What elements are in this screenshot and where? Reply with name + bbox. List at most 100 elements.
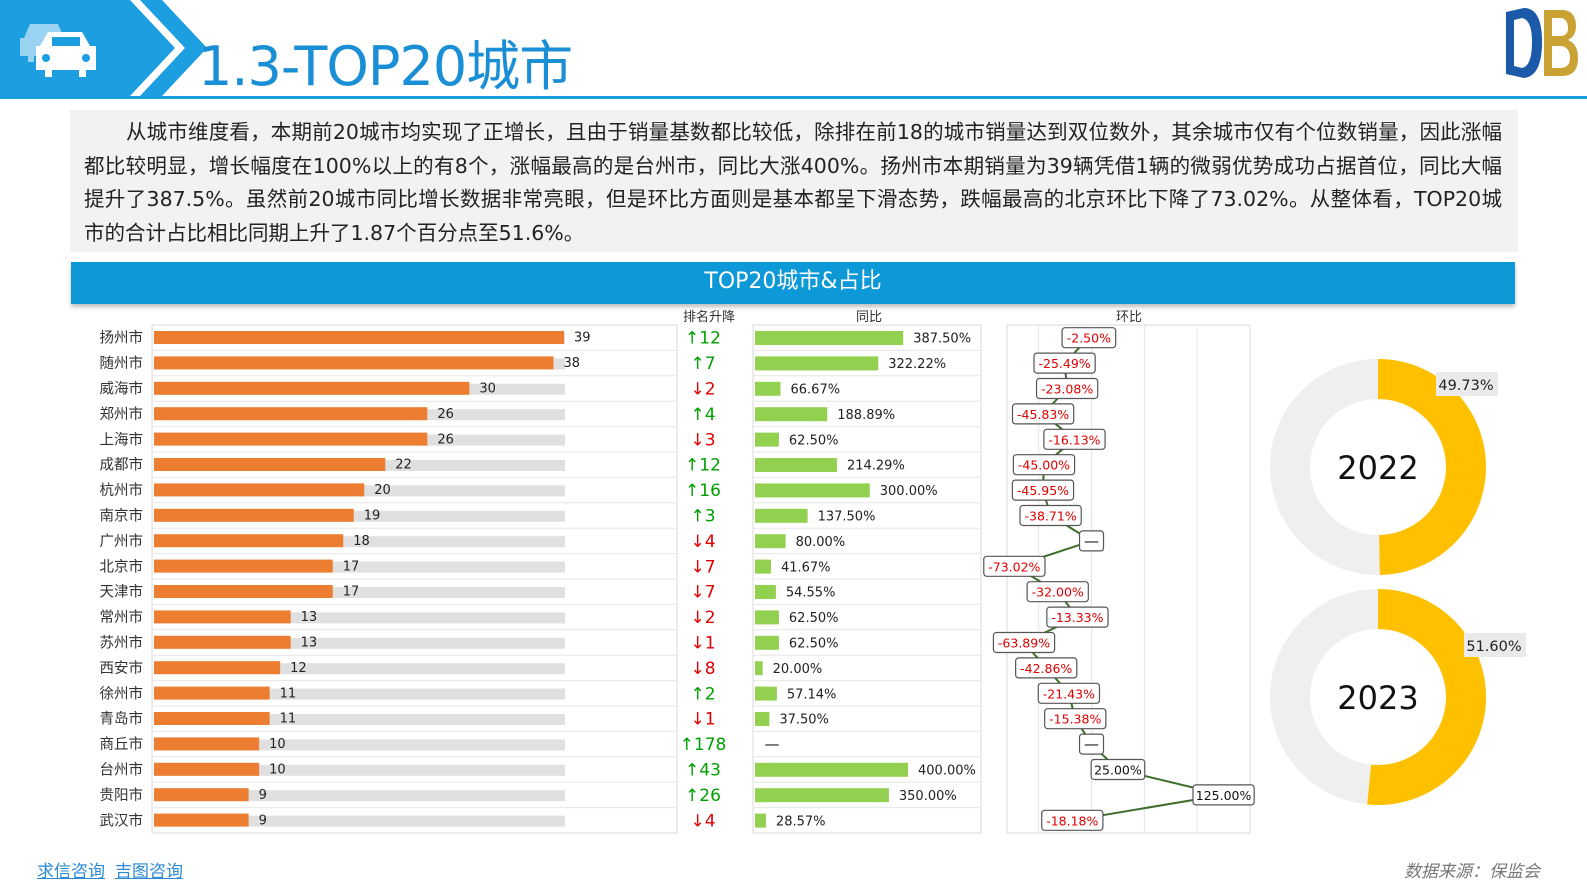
yoy-bar <box>755 534 786 549</box>
city-label: 上海市 <box>100 431 144 448</box>
footer-link-jitu[interactable]: 吉图咨询 <box>115 862 183 882</box>
mom-value-label: -25.49% <box>1038 356 1090 371</box>
header-chevron-shape <box>140 0 207 96</box>
sales-bar <box>154 356 554 370</box>
yoy-bar <box>755 432 779 447</box>
mom-label-box <box>1078 733 1105 755</box>
yoy-bar <box>755 407 828 422</box>
mom-value-label: -15.38% <box>1049 712 1101 727</box>
mom-label-box <box>1019 504 1082 527</box>
yoy-bar <box>755 661 763 676</box>
yoy-header: 同比 <box>856 310 883 325</box>
sales-bar <box>154 661 281 675</box>
mom-label-box <box>1011 479 1075 501</box>
header: 1.3-TOP20城市 <box>0 0 1587 100</box>
mom-label-box <box>992 631 1056 654</box>
sales-bar <box>154 381 470 395</box>
sales-value-label: 11 <box>280 712 297 727</box>
yoy-value-label: 37.50% <box>779 713 829 728</box>
yoy-value-label: 80.00% <box>796 535 846 550</box>
sales-bar-track <box>154 587 565 598</box>
rank-down-label: ↓7 <box>690 583 715 603</box>
sales-value-label: 26 <box>437 407 454 422</box>
city-label: 北京市 <box>100 558 144 575</box>
sales-bar <box>154 508 354 522</box>
sales-value-label: 9 <box>259 788 267 803</box>
donut-value-label: 51.60% <box>1466 639 1521 655</box>
yoy-value-label: 62.50% <box>789 611 839 626</box>
mom-value-label: -23.08% <box>1041 382 1093 397</box>
yoy-bar <box>755 813 766 828</box>
mom-value-label: -2.50% <box>1067 331 1111 346</box>
rank-down-label: ↓3 <box>690 430 715 450</box>
sales-bar <box>154 432 428 446</box>
yoy-value-label: 54.55% <box>786 586 836 601</box>
sales-bar-track <box>154 739 565 751</box>
mom-value-label: 125.00% <box>1196 788 1252 803</box>
sales-value-label: 10 <box>269 763 286 778</box>
rank-down-label: ↓1 <box>690 634 715 654</box>
sales-bar <box>154 610 291 624</box>
yoy-value-label: 41.67% <box>781 560 831 575</box>
yoy-empty-label: — <box>765 735 780 753</box>
summary-box: 从城市维度看，本期前20城市均实现了正增长，且由于销量基数都比较低，除排在前18… <box>70 110 1518 252</box>
mom-label-box <box>983 555 1046 577</box>
sales-value-label: 17 <box>343 559 360 574</box>
sales-value-label: 26 <box>437 432 454 447</box>
footer-link-qiuxin[interactable]: 求信咨询 <box>37 862 105 882</box>
mom-value-label: -38.71% <box>1025 509 1077 524</box>
city-label: 苏州市 <box>100 635 144 652</box>
rank-down-label: ↓2 <box>690 608 715 628</box>
yoy-value-label: 137.50% <box>818 510 876 525</box>
sales-bar <box>154 331 564 344</box>
sales-value-label: 11 <box>280 686 297 701</box>
sales-value-label: 20 <box>374 483 391 498</box>
sales-bar <box>154 712 270 725</box>
sales-bar <box>154 585 333 598</box>
db-logo-icon <box>1506 8 1578 78</box>
donut-value-label: 49.73% <box>1438 378 1493 394</box>
city-label: 武汉市 <box>100 812 144 829</box>
rank-up-label: ↑43 <box>685 761 721 781</box>
yoy-bar <box>755 788 889 803</box>
donut-value-box <box>1436 372 1498 396</box>
sales-value-label: 18 <box>353 534 370 549</box>
rank-up-label: ↑2 <box>690 684 715 704</box>
yoy-value-label: 66.67% <box>791 383 841 398</box>
sales-bar-track <box>154 764 565 776</box>
sales-value-label: 12 <box>290 661 307 676</box>
city-label: 贵阳市 <box>100 787 144 804</box>
mom-value-label: 25.00% <box>1094 763 1142 778</box>
mom-value-label: -45.95% <box>1017 483 1069 498</box>
mom-label-box <box>1046 606 1109 628</box>
sales-value-label: 13 <box>301 610 318 625</box>
rank-up-label: ↑26 <box>685 786 721 806</box>
donut-2022: 2022 49.73% <box>1270 359 1498 575</box>
sales-bar-track <box>154 790 565 802</box>
yoy-bar <box>755 508 808 523</box>
sales-bar <box>154 686 270 700</box>
data-source: 数据来源：保监会 <box>1404 862 1540 882</box>
city-label: 台州市 <box>100 762 144 779</box>
yoy-value-label: 62.50% <box>789 637 839 652</box>
mom-label-box <box>1015 657 1078 679</box>
mom-value-label: -63.89% <box>998 636 1050 651</box>
city-label: 杭州市 <box>100 482 144 499</box>
rank-up-label: ↑12 <box>685 329 721 349</box>
yoy-value-label: 300.00% <box>880 484 938 499</box>
sales-value-label: 10 <box>269 737 286 752</box>
city-label: 常州市 <box>100 609 144 626</box>
mom-label-box <box>1078 530 1105 552</box>
yoy-value-label: 57.14% <box>787 687 837 702</box>
rank-down-label: ↓7 <box>690 557 715 577</box>
city-label: 郑州市 <box>100 406 144 423</box>
mom-label-box <box>1037 682 1101 704</box>
city-label: 商丘市 <box>100 736 144 753</box>
yoy-bar <box>755 331 904 345</box>
mom-value-label: -32.00% <box>1032 585 1084 600</box>
sales-bar-track <box>154 815 565 827</box>
sales-bar-track <box>154 663 565 675</box>
mom-header: 环比 <box>1116 310 1143 325</box>
rank-down-label: ↓4 <box>690 532 715 552</box>
